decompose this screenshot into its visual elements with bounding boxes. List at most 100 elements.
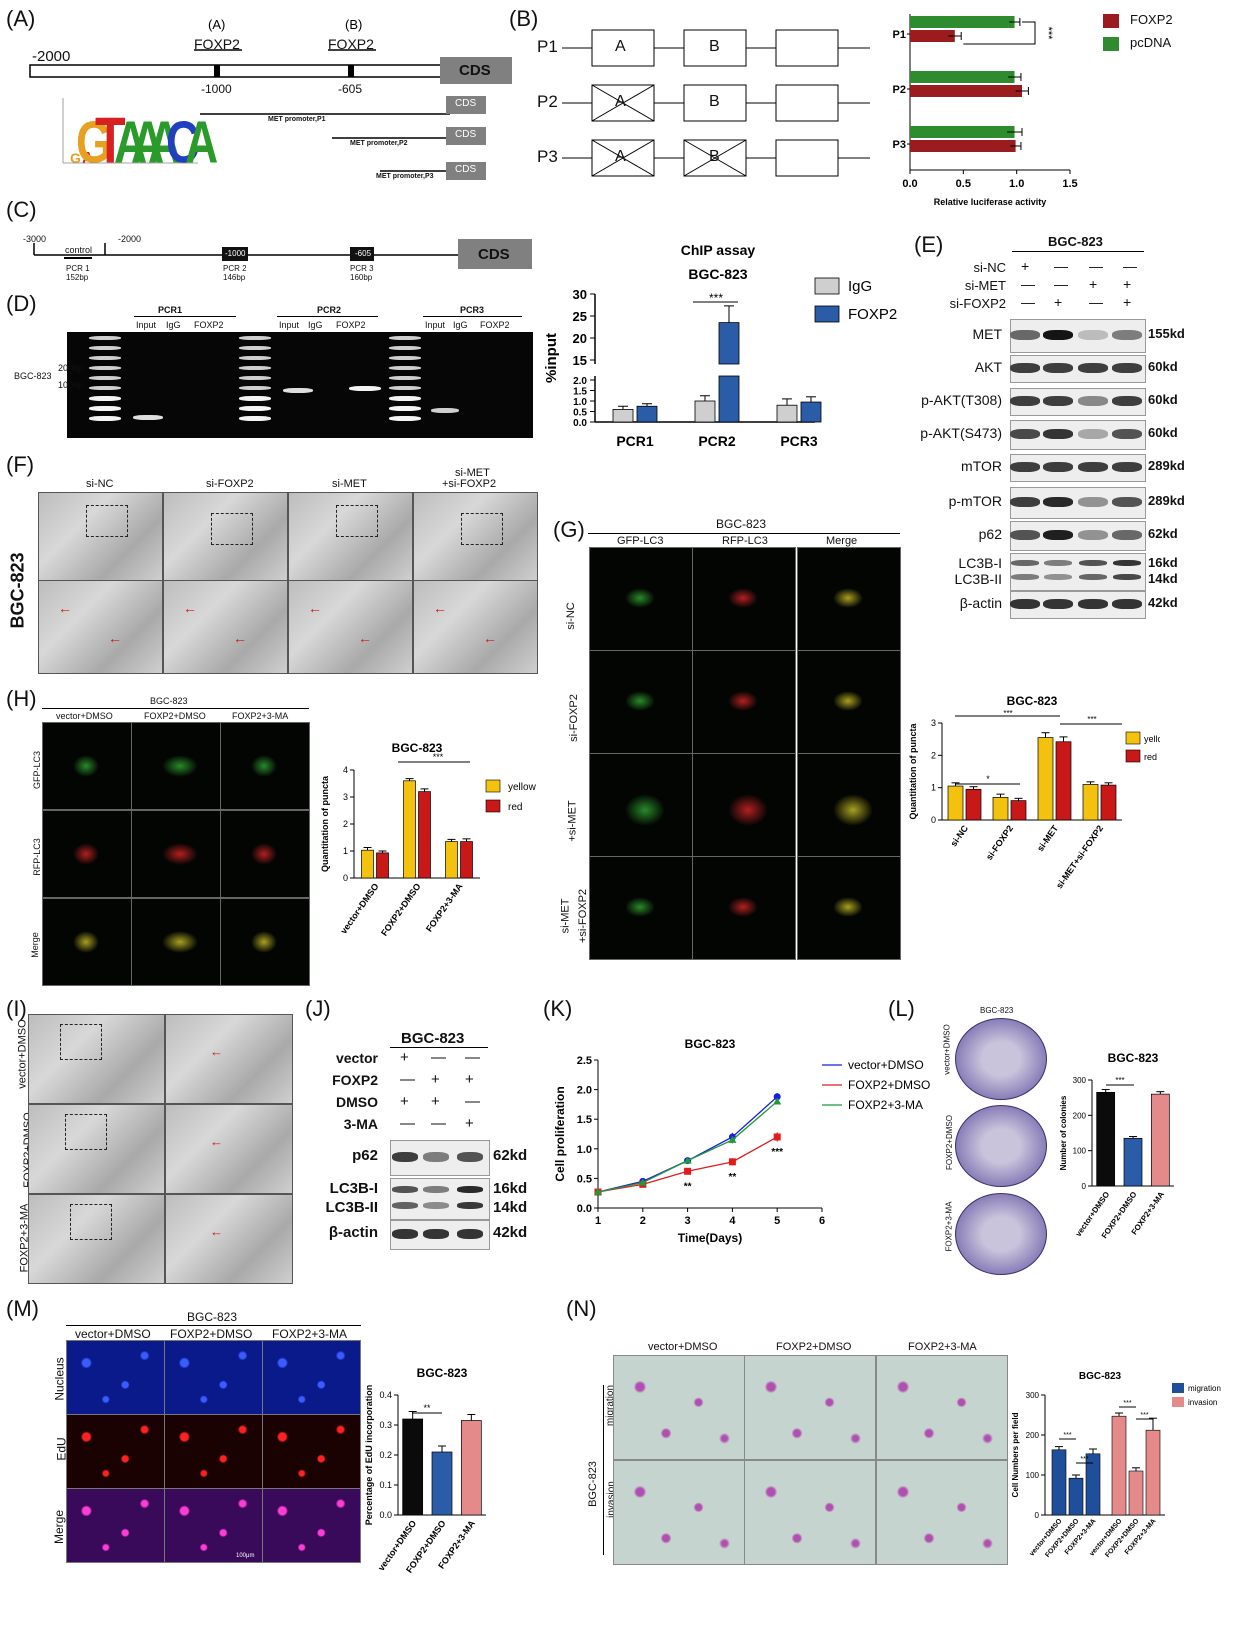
data-point — [728, 1135, 737, 1143]
category-label: si-NC — [948, 823, 970, 848]
box-b — [683, 29, 747, 67]
cds-p1: CDS — [455, 98, 477, 109]
y-tick-label: 0.4 — [379, 1390, 392, 1400]
y-tick-label: 200 — [1026, 1431, 1040, 1440]
h-cell-signal — [73, 755, 99, 777]
bar — [1082, 784, 1099, 821]
e-band — [1112, 330, 1142, 340]
j-sign: + — [465, 1071, 474, 1088]
j-sign: — — [431, 1115, 446, 1132]
j-blot-kd: 42kd — [493, 1224, 528, 1241]
ladder-band — [239, 416, 271, 421]
j-blot-kd: 62kd — [493, 1147, 528, 1164]
gel-group-pcr2: PCR2 — [317, 305, 342, 315]
site-a-label: (A) — [208, 17, 225, 32]
y-tick-label: 20 — [573, 331, 587, 346]
h-fluorescence-image — [42, 810, 132, 898]
f-arrow: ← — [358, 630, 372, 646]
h-cell-signal — [251, 931, 277, 953]
e-condition-label: si-MET — [964, 278, 1006, 293]
category-label: PCR1 — [616, 433, 654, 449]
e-band — [1011, 560, 1039, 566]
e-band — [1010, 530, 1040, 540]
g-row-simet: +si-MET — [566, 800, 579, 842]
ladder-band — [389, 386, 421, 390]
g-row-sinc: si-NC — [564, 602, 577, 630]
panel-label-l: (L) — [888, 996, 915, 1021]
data-point — [773, 1097, 782, 1105]
pos-a-coordinate: -1000 — [201, 82, 232, 96]
legend-swatch — [1125, 749, 1141, 763]
legend-label: migration — [1188, 1384, 1221, 1393]
g-fluorescence-image — [797, 547, 901, 651]
ladder-band — [239, 366, 271, 370]
m-edu-image — [164, 1488, 263, 1563]
bar-foxp2 — [718, 375, 740, 423]
f-cell-label: BGC-823 — [7, 552, 28, 629]
n-transwell-image — [876, 1460, 1008, 1565]
gel-lane-label: Input — [425, 320, 446, 330]
f-arrow: ← — [183, 600, 197, 616]
j-blot-strip — [390, 1178, 490, 1220]
bar — [965, 788, 982, 821]
gel-group-line — [277, 316, 378, 317]
deletion-mark — [591, 84, 655, 122]
l-row-vector: vector+DMSO — [942, 1024, 952, 1075]
bar-igg — [612, 408, 634, 423]
h-row-merge: Merge — [29, 932, 40, 958]
e-band — [1079, 560, 1107, 566]
category-label: PCR3 — [780, 433, 818, 449]
j-condition-label: FOXP2 — [332, 1072, 378, 1088]
y-tick-label: 300 — [1073, 1076, 1087, 1085]
sig-stars: *** — [1123, 1400, 1131, 1407]
box-c — [775, 84, 839, 122]
e-blot-name: mTOR — [961, 458, 1002, 474]
e-underline — [1012, 251, 1144, 252]
svg-text:A: A — [185, 110, 218, 176]
legend-label: red — [1144, 752, 1157, 762]
category-label: P2 — [893, 84, 906, 96]
ladder-band — [239, 356, 271, 360]
c-pcr3: PCR 3 — [350, 264, 374, 273]
panel-a-promoter-diagram: (A) (B) G A G T A A A C A — [29, 17, 512, 180]
sig-stars: *** — [1063, 1432, 1071, 1439]
ladder-band — [389, 336, 421, 340]
legend-swatch — [485, 799, 501, 813]
e-band — [1078, 599, 1108, 609]
j-condition-label: 3-MA — [343, 1116, 378, 1132]
bar — [1123, 1137, 1143, 1187]
cds-p2: CDS — [455, 129, 477, 140]
gel-group-line — [134, 316, 236, 317]
gel-size-100: 100bp — [58, 380, 84, 390]
i-em-zoom — [165, 1014, 293, 1104]
y-tick-label: 15 — [573, 353, 587, 368]
chart-b-luciferase: 0.0 0.5 1.0 1.5 Relative luciferase activity… — [893, 14, 1078, 207]
n-cell-label: BGC-823 — [586, 1461, 599, 1507]
bar — [460, 841, 473, 879]
y-tick-label: 25 — [573, 309, 587, 324]
i-zoom-box — [60, 1024, 102, 1060]
j-band — [423, 1229, 449, 1239]
f-col-sifoxp2: si-FOXP2 — [206, 478, 254, 490]
g-cell-signal — [728, 691, 758, 711]
e-blot-name: p62 — [978, 526, 1002, 542]
category-label: si-MET — [1035, 823, 1060, 853]
bar-invasion — [1145, 1429, 1161, 1516]
e-sign: — — [1021, 294, 1035, 310]
g-col-gfp: GFP-LC3 — [617, 535, 664, 547]
y-tick-label: 2.5 — [577, 1055, 592, 1067]
h-row-gfp: GFP-LC3 — [32, 750, 43, 790]
y-tick-label: 30 — [573, 287, 587, 302]
c-control: control — [65, 245, 93, 255]
i-zoom-box — [70, 1204, 112, 1240]
j-underline — [390, 1047, 488, 1048]
e-blot-name: p-mTOR — [948, 493, 1002, 509]
j-band — [392, 1152, 418, 1162]
j-blot-name: LC3B-II — [325, 1199, 379, 1216]
i-arrow: ← — [210, 1134, 223, 1149]
f-em-overview — [413, 492, 538, 581]
i-arrow: ← — [210, 1044, 223, 1059]
chart-title: BGC-823 — [685, 1037, 736, 1051]
chart-g-puncta: BGC-823 0 1 2 3 Quantitation of puncta si-NC si… — [908, 694, 1160, 890]
h-fluorescence-image — [220, 898, 310, 986]
